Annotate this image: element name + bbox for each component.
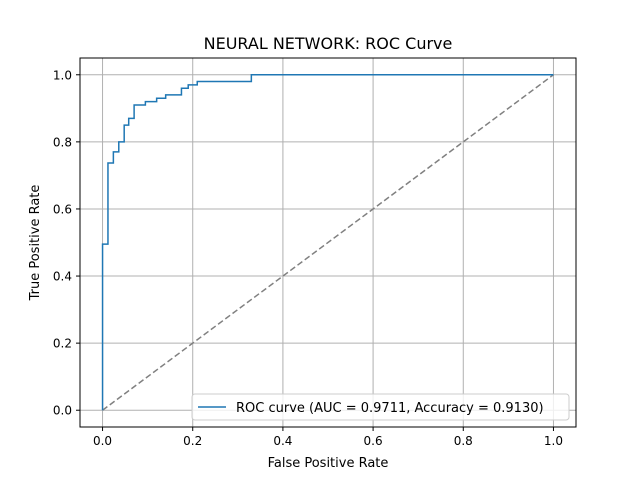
x-axis-label: False Positive Rate bbox=[268, 456, 389, 471]
y-axis-label: True Positive Rate bbox=[28, 185, 43, 302]
axis-ticks: 0.0 0.2 0.4 0.6 0.8 1.0 0.0 0.2 0.4 0.6 0.8 1.0 bbox=[53, 68, 563, 448]
y-tick-label-0: 0.0 bbox=[53, 404, 72, 418]
plot-frame bbox=[79, 57, 577, 428]
roc-curve-line bbox=[101, 74, 554, 411]
y-tick-label-1: 0.2 bbox=[53, 337, 72, 351]
y-tick-label-3: 0.6 bbox=[53, 202, 72, 216]
y-tick-label-4: 0.8 bbox=[53, 135, 72, 149]
y-tick-label-5: 1.0 bbox=[53, 68, 72, 82]
x-tick-label-5: 1.0 bbox=[544, 434, 563, 448]
legend: ROC curve (AUC = 0.9711, Accuracy = 0.91… bbox=[191, 393, 570, 421]
series-layer bbox=[101, 74, 554, 411]
chart-title: NEURAL NETWORK: ROC Curve bbox=[204, 34, 453, 53]
legend-box bbox=[191, 393, 570, 421]
legend-entry-label: ROC curve (AUC = 0.9711, Accuracy = 0.91… bbox=[236, 401, 544, 416]
x-tick-label-1: 0.2 bbox=[183, 434, 202, 448]
x-tick-label-4: 0.8 bbox=[454, 434, 473, 448]
x-tick-label-2: 0.4 bbox=[273, 434, 292, 448]
grid-lines bbox=[80, 58, 576, 427]
x-tick-label-0: 0.0 bbox=[93, 434, 112, 448]
chance-diagonal-line bbox=[102, 74, 554, 411]
x-tick-label-3: 0.6 bbox=[364, 434, 383, 448]
y-tick-label-2: 0.4 bbox=[53, 270, 72, 284]
